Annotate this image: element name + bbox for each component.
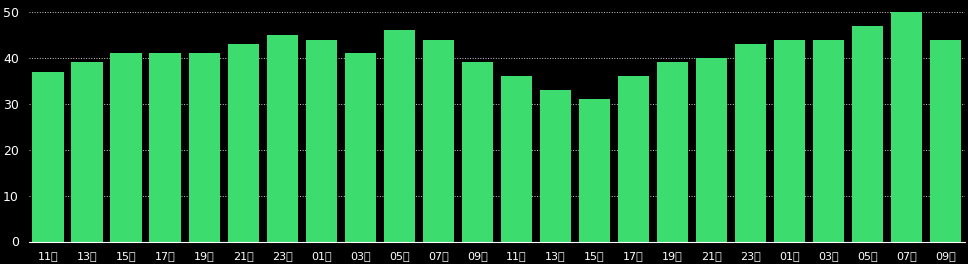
Bar: [892, 12, 923, 242]
Bar: [266, 35, 298, 242]
Bar: [149, 53, 181, 242]
Bar: [852, 26, 883, 242]
Bar: [383, 30, 415, 242]
Bar: [72, 63, 103, 242]
Bar: [189, 53, 220, 242]
Bar: [657, 63, 688, 242]
Bar: [462, 63, 493, 242]
Bar: [579, 99, 610, 242]
Bar: [540, 90, 571, 242]
Bar: [813, 40, 844, 242]
Bar: [345, 53, 376, 242]
Bar: [32, 72, 64, 242]
Bar: [618, 76, 650, 242]
Bar: [696, 58, 727, 242]
Bar: [500, 76, 532, 242]
Bar: [930, 40, 961, 242]
Bar: [110, 53, 141, 242]
Bar: [774, 40, 805, 242]
Bar: [306, 40, 337, 242]
Bar: [423, 40, 454, 242]
Bar: [735, 44, 766, 242]
Bar: [227, 44, 258, 242]
